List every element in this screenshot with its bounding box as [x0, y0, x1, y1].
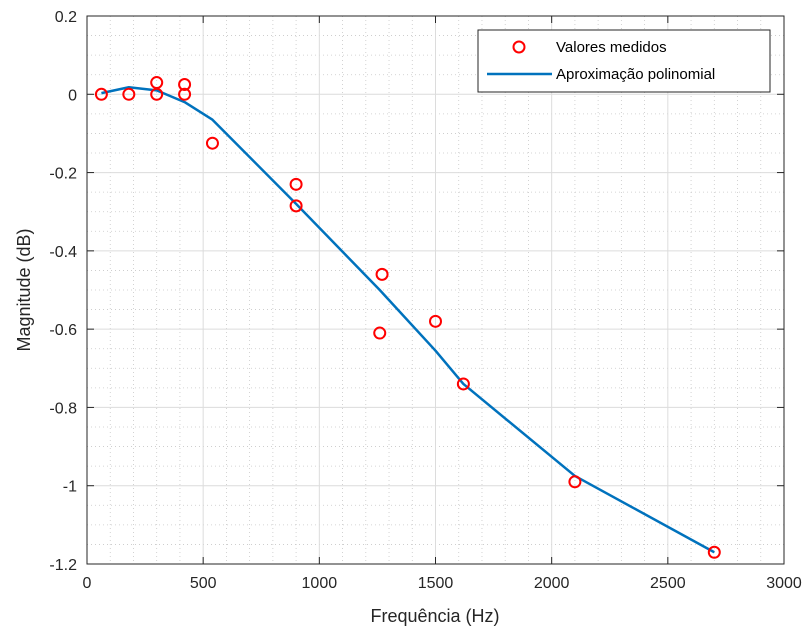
data-point	[205, 136, 219, 150]
y-tick-label: -1.2	[49, 557, 77, 574]
data-point	[707, 545, 721, 559]
x-tick-label: 2000	[534, 575, 570, 592]
x-tick-label: 1500	[418, 575, 454, 592]
legend-label-measured: Valores medidos	[556, 39, 667, 56]
data-point	[456, 377, 470, 391]
data-point	[375, 267, 389, 281]
legend-label-fit: Aproximação polinomial	[556, 66, 715, 83]
data-point	[373, 326, 387, 340]
x-tick-label: 500	[190, 575, 217, 592]
data-point	[178, 87, 192, 101]
y-axis-label: Magnitude (dB)	[14, 228, 34, 351]
data-point	[289, 177, 303, 191]
y-tick-label: 0.2	[55, 9, 77, 26]
data-point	[429, 314, 442, 328]
legend: Valores medidos Aproximação polinomial	[477, 29, 771, 93]
x-tick-label: 3000	[766, 575, 802, 592]
y-tick-label: -0.6	[49, 322, 77, 339]
data-point	[178, 78, 192, 91]
data-point	[568, 475, 582, 489]
y-tick-label: -0.8	[49, 400, 77, 417]
x-tick-labels: 0 500 1000 1500 2000 2500 3000	[83, 575, 802, 592]
data-point	[289, 199, 303, 213]
axis-ticks	[86, 15, 785, 565]
fit-line	[101, 85, 715, 554]
x-tick-label: 0	[83, 575, 92, 592]
data-point	[94, 87, 108, 101]
data-point	[122, 87, 136, 101]
data-point	[150, 76, 164, 90]
y-tick-labels: 0.2 0 -0.2 -0.4 -0.6 -0.8 -1 -1.2	[49, 9, 77, 574]
y-tick-label: -1	[63, 479, 77, 496]
series-layer	[94, 76, 721, 559]
y-tick-label: 0	[68, 87, 77, 104]
legend-marker-measured	[512, 40, 526, 54]
y-tick-label: -0.4	[49, 244, 77, 261]
x-tick-label: 1000	[302, 575, 338, 592]
y-tick-label: -0.2	[49, 166, 77, 183]
legend-box	[477, 29, 771, 93]
x-tick-label: 2500	[650, 575, 686, 592]
x-axis-label: Frequência (Hz)	[370, 606, 499, 626]
